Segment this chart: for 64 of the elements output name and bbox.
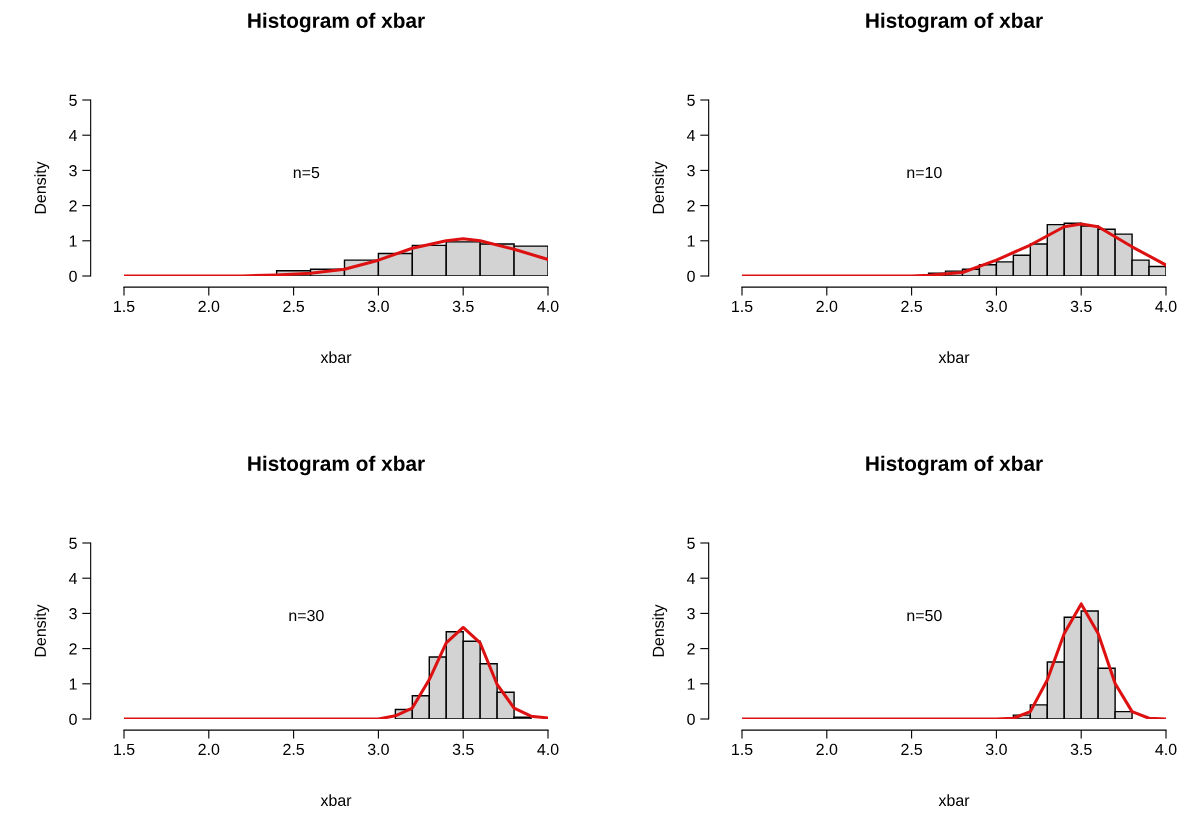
x-tick-label: 2.5	[901, 300, 923, 313]
annotation: n=5	[293, 167, 320, 179]
x-tick-label: 4.0	[1155, 743, 1177, 756]
y-tick-label: 5	[687, 537, 695, 549]
y-tick-label: 0	[687, 713, 695, 725]
x-tick-label: 3.5	[1070, 743, 1092, 756]
chart-title: Histogram of xbar	[248, 455, 425, 476]
y-tick-label: 2	[687, 200, 695, 212]
y-axis-title: Density	[652, 604, 668, 657]
x-tick-label: 4.0	[537, 743, 559, 756]
y-tick-label: 0	[69, 713, 77, 725]
annotation: n=10	[907, 166, 942, 179]
y-tick-label: 3	[687, 608, 695, 620]
chart-title: Histogram of xbar	[866, 455, 1043, 476]
x-tick-label: 3.0	[367, 300, 389, 313]
x-tick-label: 4.0	[537, 300, 559, 313]
y-tick-label: 2	[69, 200, 77, 212]
y-tick-label: 2	[69, 643, 77, 655]
x-tick-label: 1.5	[732, 743, 753, 756]
x-tick-label: 2.0	[198, 300, 220, 313]
y-tick-label: 1	[69, 678, 77, 690]
x-tick-label: 2.0	[816, 743, 838, 756]
y-tick-label: 0	[69, 270, 77, 282]
x-tick-label: 1.5	[114, 743, 135, 756]
y-tick-label: 3	[69, 165, 77, 177]
x-tick-label: 1.5	[732, 300, 753, 313]
y-tick-label: 4	[68, 130, 78, 141]
x-tick-label: 2.0	[198, 743, 220, 756]
annotation: n=30	[289, 609, 324, 622]
x-tick-label: 1.5	[114, 300, 135, 313]
x-tick-label: 3.0	[985, 300, 1007, 313]
y-tick-label: 5	[687, 94, 695, 106]
x-tick-label: 3.5	[1070, 300, 1092, 313]
y-axis-title: Density	[652, 161, 668, 214]
x-tick-label: 3.5	[452, 743, 474, 756]
x-axis-title: xbar	[938, 794, 970, 807]
y-tick-label: 1	[687, 235, 695, 247]
x-tick-label: 3.0	[367, 743, 389, 756]
y-tick-label: 1	[69, 235, 77, 247]
y-tick-label: 3	[687, 165, 695, 177]
x-axis-title: xbar	[320, 351, 352, 364]
chart-title: Histogram of xbar	[248, 12, 425, 33]
y-tick-label: 2	[687, 643, 695, 655]
x-tick-label: 2.0	[816, 300, 838, 313]
x-tick-label: 4.0	[1155, 300, 1177, 313]
x-axis-title: xbar	[320, 794, 352, 807]
x-tick-label: 2.5	[283, 743, 305, 756]
x-axis-title: xbar	[938, 351, 970, 364]
y-tick-label: 0	[687, 270, 695, 282]
chart-title: Histogram of xbar	[866, 12, 1043, 33]
y-tick-label: 4	[686, 573, 696, 584]
y-tick-label: 1	[687, 678, 695, 690]
y-tick-label: 3	[69, 608, 77, 620]
x-tick-label: 2.5	[901, 743, 923, 756]
x-tick-label: 3.0	[985, 743, 1007, 756]
x-tick-label: 3.5	[452, 300, 474, 313]
annotation: n=50	[907, 609, 942, 622]
y-tick-label: 4	[68, 573, 78, 584]
x-tick-label: 2.5	[283, 300, 305, 313]
y-tick-label: 5	[69, 537, 77, 549]
y-tick-label: 4	[686, 130, 696, 141]
y-axis-title: Density	[34, 161, 50, 214]
y-axis-title: Density	[34, 604, 50, 657]
y-tick-label: 5	[69, 94, 77, 106]
